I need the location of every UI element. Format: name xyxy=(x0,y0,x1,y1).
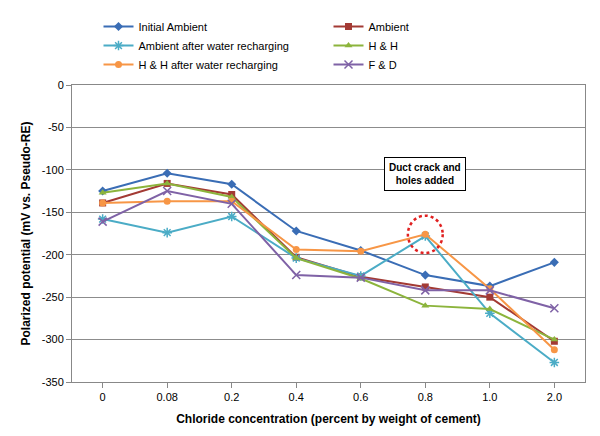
svg-text:1.0: 1.0 xyxy=(482,391,497,403)
svg-text:-150: -150 xyxy=(42,206,64,218)
svg-text:-350: -350 xyxy=(42,376,64,388)
svg-text:-50: -50 xyxy=(48,121,64,133)
svg-text:0: 0 xyxy=(100,391,106,403)
svg-text:0.6: 0.6 xyxy=(353,391,368,403)
svg-text:Ambient: Ambient xyxy=(369,21,409,33)
svg-text:2.0: 2.0 xyxy=(547,391,562,403)
svg-text:F & D: F & D xyxy=(369,59,397,71)
svg-text:0.8: 0.8 xyxy=(418,391,433,403)
svg-text:Duct crack andholes added: Duct crack andholes added xyxy=(389,162,461,186)
svg-text:0.4: 0.4 xyxy=(289,391,304,403)
svg-text:-300: -300 xyxy=(42,333,64,345)
svg-text:0: 0 xyxy=(58,79,64,91)
svg-text:H & H: H & H xyxy=(369,40,398,52)
svg-text:Ambient after water recharging: Ambient after water recharging xyxy=(139,40,289,52)
svg-text:-200: -200 xyxy=(42,249,64,261)
svg-text:Initial Ambient: Initial Ambient xyxy=(139,21,207,33)
svg-text:-100: -100 xyxy=(42,164,64,176)
svg-text:-250: -250 xyxy=(42,291,64,303)
svg-text:Polarized potential (mV vs. Ps: Polarized potential (mV vs. Pseudo-RE) xyxy=(19,121,33,345)
svg-text:Chloride concentration (percen: Chloride concentration (percent by weigh… xyxy=(176,412,481,426)
svg-text:0.2: 0.2 xyxy=(224,391,239,403)
svg-text:H & H after water recharging: H & H after water recharging xyxy=(139,59,278,71)
svg-text:0.08: 0.08 xyxy=(156,391,177,403)
